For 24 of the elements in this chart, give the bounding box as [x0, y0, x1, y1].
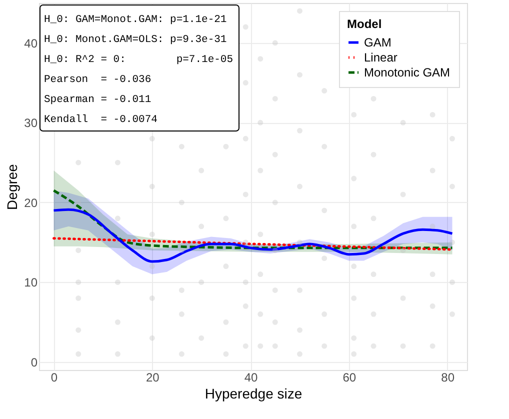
y-tick-label: 40 [24, 36, 38, 50]
legend-label: Monotonic GAM [364, 66, 450, 80]
x-tick-label: 80 [441, 370, 455, 384]
annotation: H_0: GAM=Monot.GAM: p=1.1e-21 [44, 14, 227, 26]
line-series [52, 208, 454, 263]
annotation: H_0: Monot.GAM=OLS: p=9.3e-31 [44, 34, 227, 46]
annotation: Pearson = -0.036 [44, 74, 152, 86]
legend-title: Model [347, 17, 382, 31]
y-tick-label: 20 [24, 196, 38, 210]
x-axis-title: Hyperedge size [204, 386, 302, 402]
y-tick-label: 0 [30, 356, 38, 370]
x-tick-label: 20 [146, 370, 160, 384]
y-tick-label: 30 [24, 116, 38, 130]
x-tick-label: 0 [50, 370, 58, 384]
legend-label: GAM [364, 36, 392, 50]
legend-label: Linear [364, 50, 398, 64]
line-series [52, 189, 454, 250]
y-tick-label: 10 [24, 276, 38, 290]
annotation: Kendall = -0.0074 [44, 114, 158, 126]
y-axis-title: Degree [4, 164, 20, 210]
x-tick-label: 60 [342, 370, 356, 384]
annotation: Spearman = -0.011 [44, 94, 152, 106]
x-tick-label: 40 [244, 370, 258, 384]
annotation: H_0: R^2 = 0: p=7.1e-05 [44, 54, 234, 66]
